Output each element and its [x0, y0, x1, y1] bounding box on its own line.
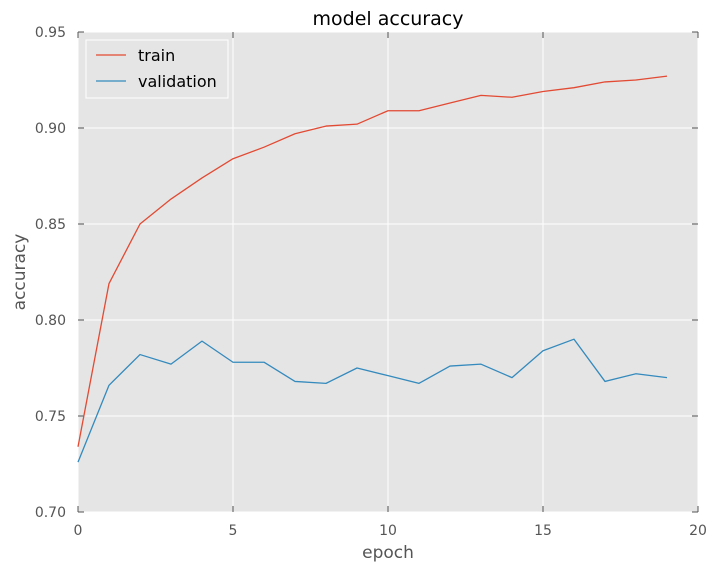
series-line-validation [77, 338, 668, 463]
x-axis-label: epoch [362, 543, 414, 563]
legend-label-validation: validation [138, 72, 217, 91]
x-tick-label: 15 [534, 523, 552, 539]
chart-title: model accuracy [313, 8, 464, 30]
series-line-train [77, 75, 668, 447]
series [77, 75, 668, 463]
y-tick-label: 0.80 [35, 313, 66, 329]
legend-label-train: train [138, 46, 175, 65]
x-tick-label: 20 [689, 523, 707, 539]
y-tick-label: 0.95 [35, 25, 66, 41]
x-tick-label: 0 [74, 523, 83, 539]
y-axis-label: accuracy [10, 234, 30, 311]
x-tick-label: 5 [229, 523, 238, 539]
y-tick-label: 0.90 [35, 121, 66, 137]
y-tick-label: 0.85 [35, 217, 66, 233]
y-tick-label: 0.70 [35, 505, 66, 521]
y-tick-label: 0.75 [35, 409, 66, 425]
legend-box [85, 39, 229, 99]
x-tick-label: 10 [379, 523, 397, 539]
legend: train validation [85, 39, 229, 99]
axis-ticks: 0 5 10 15 20 0.70 0.75 0.80 0.85 0.90 0.95 [35, 25, 707, 539]
